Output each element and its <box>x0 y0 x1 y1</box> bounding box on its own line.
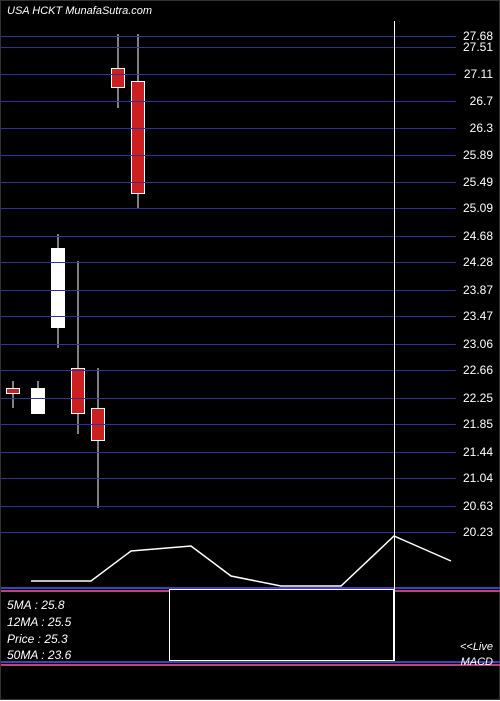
grid-line <box>1 262 456 263</box>
indicator-band <box>1 661 500 663</box>
y-axis-tick: 22.25 <box>463 391 493 405</box>
grid-line <box>1 290 456 291</box>
y-axis-tick: 26.7 <box>470 94 493 108</box>
y-axis-tick: 25.49 <box>463 175 493 189</box>
chart-container: USA HCKT MunafaSutra.com 27.6827.5127.11… <box>0 0 500 700</box>
ma50-row: 50MA : 23.6 <box>7 647 71 664</box>
ma5-row: 5MA : 25.8 <box>7 597 71 614</box>
y-axis-tick: 23.47 <box>463 309 493 323</box>
grid-line <box>1 532 456 533</box>
price-panel <box>1 21 456 561</box>
grid-line <box>1 398 456 399</box>
grid-line <box>1 74 456 75</box>
y-axis-tick: 21.44 <box>463 445 493 459</box>
grid-line <box>1 370 456 371</box>
grid-line <box>1 506 456 507</box>
y-axis-tick: 25.09 <box>463 201 493 215</box>
chart-area[interactable]: USA HCKT MunafaSutra.com 27.6827.5127.11… <box>0 0 500 700</box>
macd-box <box>169 589 394 661</box>
grid-line <box>1 236 456 237</box>
grid-line <box>1 182 456 183</box>
y-axis-tick: 23.06 <box>463 337 493 351</box>
chart-title: USA HCKT MunafaSutra.com <box>7 5 152 17</box>
y-axis-tick: 27.11 <box>464 67 493 81</box>
y-axis-tick: 27.51 <box>463 40 493 54</box>
grid-line <box>1 101 456 102</box>
grid-line <box>1 452 456 453</box>
ma12-row: 12MA : 25.5 <box>7 614 71 631</box>
macd-label: MACD <box>461 656 493 668</box>
y-axis-tick: 20.23 <box>463 525 493 539</box>
grid-line <box>1 208 456 209</box>
y-axis-tick: 23.87 <box>463 283 493 297</box>
y-axis-tick: 24.28 <box>463 255 493 269</box>
y-axis-tick: 24.68 <box>463 229 493 243</box>
grid-line <box>1 424 456 425</box>
y-axis-tick: 22.66 <box>463 363 493 377</box>
price-row: Price : 25.3 <box>7 631 71 648</box>
y-axis-tick: 25.89 <box>463 148 493 162</box>
info-box: 5MA : 25.8 12MA : 25.5 Price : 25.3 50MA… <box>7 597 71 664</box>
grid-line <box>1 128 456 129</box>
grid-line <box>1 155 456 156</box>
live-label: <<Live <box>460 641 493 653</box>
grid-line <box>1 36 456 37</box>
y-axis-tick: 21.04 <box>463 471 493 485</box>
grid-line <box>1 316 456 317</box>
grid-line <box>1 344 456 345</box>
y-axis-tick: 26.3 <box>470 121 493 135</box>
y-axis-tick: 21.85 <box>463 417 493 431</box>
indicator-band <box>1 664 500 666</box>
grid-line <box>1 47 456 48</box>
grid-line <box>1 478 456 479</box>
y-axis-tick: 20.63 <box>463 499 493 513</box>
cursor-line <box>394 21 395 661</box>
